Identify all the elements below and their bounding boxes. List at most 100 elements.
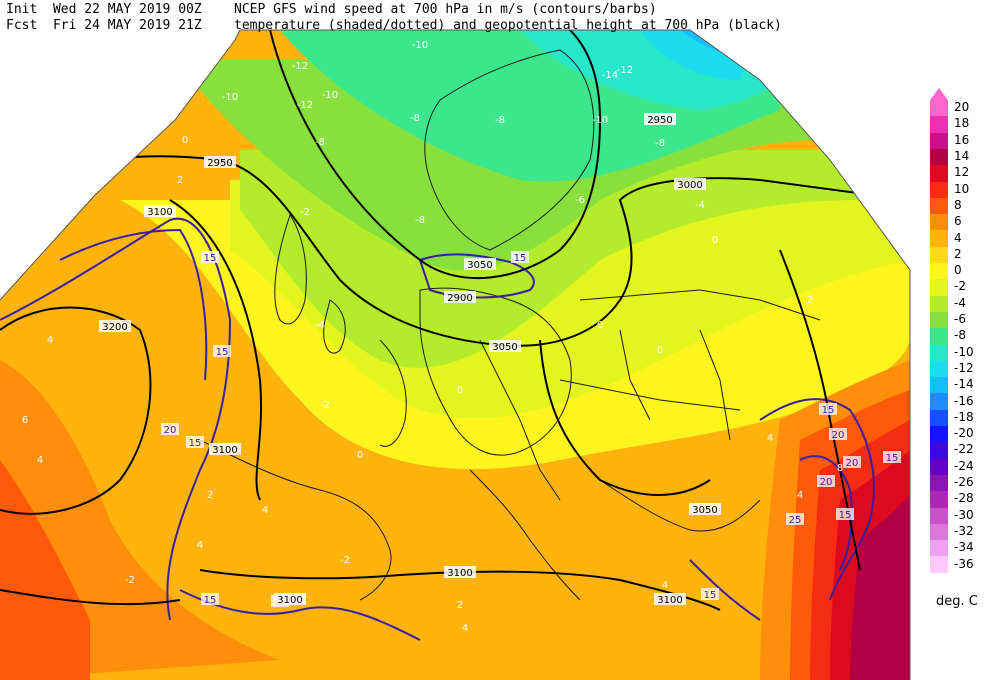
- scale-label: 16: [954, 132, 970, 147]
- temperature-label: 8: [837, 463, 843, 474]
- scale-swatch: [930, 474, 948, 492]
- scale-label: 0: [954, 263, 962, 278]
- wind-contour-label: 20: [846, 458, 859, 469]
- wind-contour-label-bg: [786, 513, 804, 525]
- header-line-2: temperature (shaded/dotted) and geopoten…: [234, 18, 782, 33]
- wind-contour-label-bg: [829, 428, 847, 440]
- height-contour-label: 2900: [447, 293, 472, 304]
- scale-swatch: [930, 507, 948, 525]
- temperature-label: 4: [197, 540, 203, 551]
- scale-label: -18: [954, 409, 974, 424]
- scale-swatch: [930, 556, 948, 574]
- scale-label: 4: [954, 230, 962, 245]
- temperature-label: 4: [662, 580, 668, 591]
- scale-label: -10: [954, 344, 974, 359]
- scale-swatch: [930, 491, 948, 508]
- scale-swatch: [930, 132, 948, 150]
- fcst-time: Fri 24 MAY 2019 21Z: [52, 18, 202, 33]
- map-header: Init Wed 22 MAY 2019 00Z NCEP GFS wind sp…: [6, 2, 782, 34]
- wind-speed-contours: [0, 217, 875, 641]
- temperature-label: -2: [320, 400, 330, 411]
- temperature-label: -2: [300, 207, 310, 218]
- temperature-label: 0: [712, 235, 718, 246]
- scale-swatch: [930, 116, 948, 134]
- scale-label: -26: [954, 475, 974, 490]
- wind-contour-label-bg: [817, 475, 835, 487]
- height-contour-label-bg: [444, 291, 476, 303]
- scale-swatch: [930, 100, 948, 117]
- header-line-1: NCEP GFS wind speed at 700 hPa in m/s (c…: [234, 2, 657, 17]
- temperature-label: -4: [695, 200, 705, 211]
- height-contour-label: 3050: [467, 260, 492, 271]
- scale-label: 8: [954, 197, 962, 212]
- wind-contour-label: 20: [164, 425, 177, 436]
- height-contour-label-bg: [464, 258, 496, 270]
- scale-label: -32: [954, 523, 974, 538]
- temperature-label: -10: [592, 115, 608, 126]
- temperature-label: 0: [597, 320, 603, 331]
- scale-label: 6: [954, 214, 962, 229]
- scale-swatch: [930, 311, 948, 329]
- scale-swatch: [930, 165, 948, 182]
- scale-label: -8: [954, 328, 966, 343]
- height-contour-label-bg: [689, 503, 721, 515]
- scale-label: -28: [954, 491, 974, 506]
- temperature-label: -8: [315, 137, 325, 148]
- scale-label: -36: [954, 556, 974, 571]
- scale-swatch: [930, 181, 948, 199]
- wind-contour-label-bg: [836, 508, 854, 520]
- temperature-label: 4: [37, 455, 43, 466]
- scale-swatch: [930, 197, 948, 215]
- temperature-label: 0: [457, 385, 463, 396]
- temperature-label: 4: [462, 623, 468, 634]
- temperature-label: 4: [262, 505, 268, 516]
- height-contour-label: 3200: [102, 322, 127, 333]
- wind-contour-label-bg: [161, 423, 179, 435]
- init-time: Wed 22 MAY 2019 00Z: [52, 2, 202, 17]
- scale-label: 14: [954, 149, 970, 164]
- scale-swatch: [930, 279, 948, 297]
- wind-contour-label: 20: [832, 430, 845, 441]
- wind-contour-label: 15: [704, 590, 717, 601]
- temperature-label: -8: [410, 113, 420, 124]
- wind-contour-label-bg: [201, 593, 219, 605]
- scale-swatch: [930, 409, 948, 427]
- scale-swatch: [930, 214, 948, 231]
- height-contour-label: 3050: [692, 505, 717, 516]
- temperature-label: 2: [457, 600, 463, 611]
- height-contour-label: 3100: [147, 207, 172, 218]
- height-contour-label: 3050: [492, 342, 517, 353]
- scale-label: -4: [954, 295, 966, 310]
- height-contour-label-bg: [489, 340, 521, 352]
- scale-swatch: [930, 230, 948, 248]
- wind-contour-label-bg: [701, 588, 719, 600]
- temperature-label: -8: [415, 215, 425, 226]
- scale-label: 10: [954, 181, 970, 196]
- temperature-label: -10: [322, 90, 338, 101]
- scale-swatch: [930, 377, 948, 394]
- temperature-label: -6: [575, 195, 585, 206]
- scale-swatch: [930, 263, 948, 280]
- scale-label: -12: [954, 360, 974, 375]
- wind-contour-label: 15: [822, 405, 835, 416]
- scale-swatch: [930, 246, 948, 264]
- scale-swatch: [930, 360, 948, 378]
- height-contour-label-bg: [204, 156, 236, 168]
- temperature-label: 6: [22, 415, 28, 426]
- temperature-label: -8: [495, 115, 505, 126]
- wind-contour-label: 15: [204, 253, 217, 264]
- scale-swatch: [930, 148, 948, 166]
- domain-border: [0, 29, 911, 680]
- height-contour-label: 3100: [212, 445, 237, 456]
- scale-arrow-top: [930, 88, 948, 100]
- wind-contour-label-bg: [819, 403, 837, 415]
- scale-swatch: [930, 458, 948, 476]
- height-contour-label: 2950: [647, 115, 672, 126]
- scale-label: -34: [954, 540, 974, 555]
- geopotential-height-contours: [0, 30, 910, 611]
- height-contour-label-bg: [274, 593, 306, 605]
- wind-contour-label: 25: [789, 515, 802, 526]
- height-contour-label: 3100: [447, 568, 472, 579]
